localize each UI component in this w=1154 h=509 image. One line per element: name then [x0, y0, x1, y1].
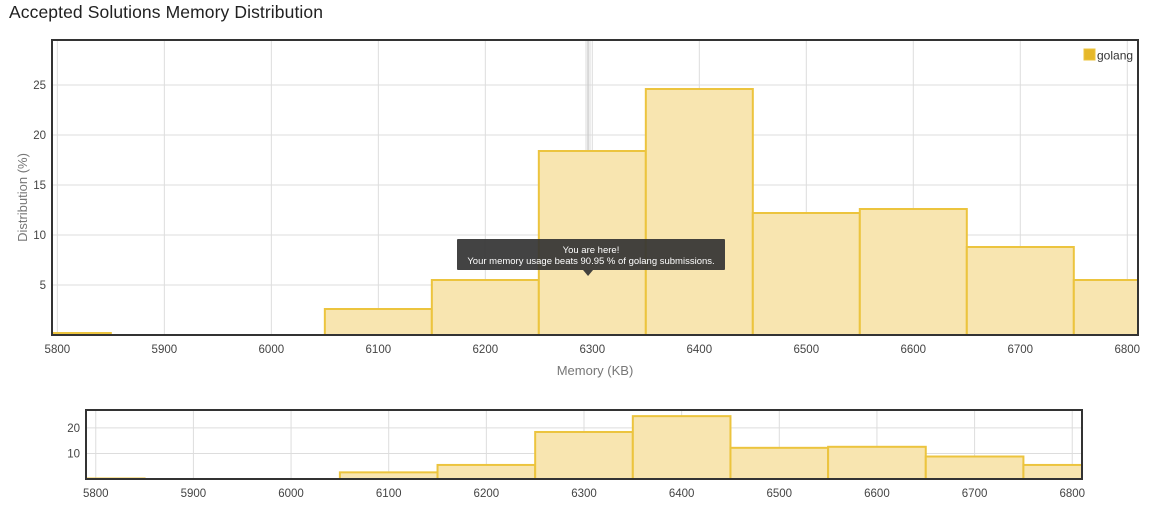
nav-x-tick-label: 5900 — [181, 488, 207, 500]
nav-x-tick-label: 6700 — [962, 488, 988, 500]
y-axis-label: Distribution (%) — [15, 153, 30, 242]
main-y-tick-label: 5 — [40, 280, 46, 292]
main-x-tick-label: 6200 — [473, 344, 499, 356]
nav-bar[interactable] — [436, 463, 537, 481]
legend-swatch — [1083, 48, 1096, 61]
nav-x-tick-label: 6500 — [766, 488, 792, 500]
nav-bar[interactable] — [1022, 463, 1083, 481]
tooltip-line2: Your memory usage beats 90.95 % of golan… — [467, 256, 714, 267]
nav-x-tick-label: 6300 — [571, 488, 597, 500]
main-x-tick-label: 6700 — [1008, 344, 1034, 356]
main-y-tick-label: 15 — [33, 180, 46, 192]
tooltip-box — [457, 239, 725, 270]
tooltip-line1: You are here! — [563, 245, 620, 256]
nav-panel: 5800 5900 6000 6100 6200 6300 6400 6500 6600 6700… — [67, 409, 1085, 500]
nav-bar[interactable] — [631, 415, 732, 480]
nav-bar[interactable] — [534, 430, 634, 481]
main-x-tick-label: 6000 — [259, 344, 285, 356]
nav-y-tick-label: 20 — [67, 423, 80, 435]
main-bar[interactable] — [323, 308, 433, 336]
main-x-tick-label: 6800 — [1115, 344, 1141, 356]
main-x-tick-label: 6100 — [366, 344, 392, 356]
tooltip-pointer — [583, 270, 594, 276]
nav-y-tick-label: 10 — [67, 448, 80, 460]
nav-plot-frame — [85, 409, 1083, 480]
nav-bar[interactable] — [924, 455, 1025, 480]
tooltip: You are here!Your memory usage beats 90.… — [457, 239, 725, 276]
main-y-tick-label: 20 — [33, 130, 46, 142]
nav-x-tick-label: 6200 — [474, 488, 500, 500]
main-x-tick-label: 6600 — [901, 344, 927, 356]
legend[interactable]: golang — [1083, 48, 1133, 63]
legend-label: golang — [1097, 49, 1133, 63]
main-x-tick-label: 6300 — [580, 344, 606, 356]
main-bar[interactable] — [751, 212, 861, 336]
x-axis-label: Memory (KB) — [557, 363, 634, 378]
main-x-tick-label: 6400 — [687, 344, 713, 356]
main-panel: 5800 5900 6000 6100 6200 6300 6400 6500 6600 6700… — [33, 39, 1141, 356]
main-y-tick-label: 25 — [33, 80, 46, 92]
main-bar[interactable] — [644, 88, 754, 336]
nav-bar[interactable] — [827, 445, 927, 480]
page-title: Accepted Solutions Memory Distribution — [9, 2, 324, 22]
main-x-tick-label: 6500 — [794, 344, 820, 356]
nav-x-tick-label: 6100 — [376, 488, 402, 500]
main-y-tick-label: 10 — [33, 230, 46, 242]
main-x-tick-label: 5800 — [45, 344, 71, 356]
nav-x-tick-label: 6000 — [278, 488, 304, 500]
nav-x-tick-label: 6800 — [1059, 488, 1085, 500]
main-plot-frame — [51, 39, 1139, 336]
nav-bar[interactable] — [729, 446, 830, 481]
nav-x-tick-label: 5800 — [83, 488, 109, 500]
main-bar[interactable] — [965, 246, 1075, 336]
nav-x-tick-label: 6600 — [864, 488, 890, 500]
main-bar[interactable] — [858, 208, 968, 336]
main-bar[interactable] — [1072, 279, 1140, 336]
main-x-tick-label: 5900 — [152, 344, 178, 356]
nav-x-tick-label: 6400 — [669, 488, 695, 500]
main-bar[interactable] — [430, 279, 540, 336]
